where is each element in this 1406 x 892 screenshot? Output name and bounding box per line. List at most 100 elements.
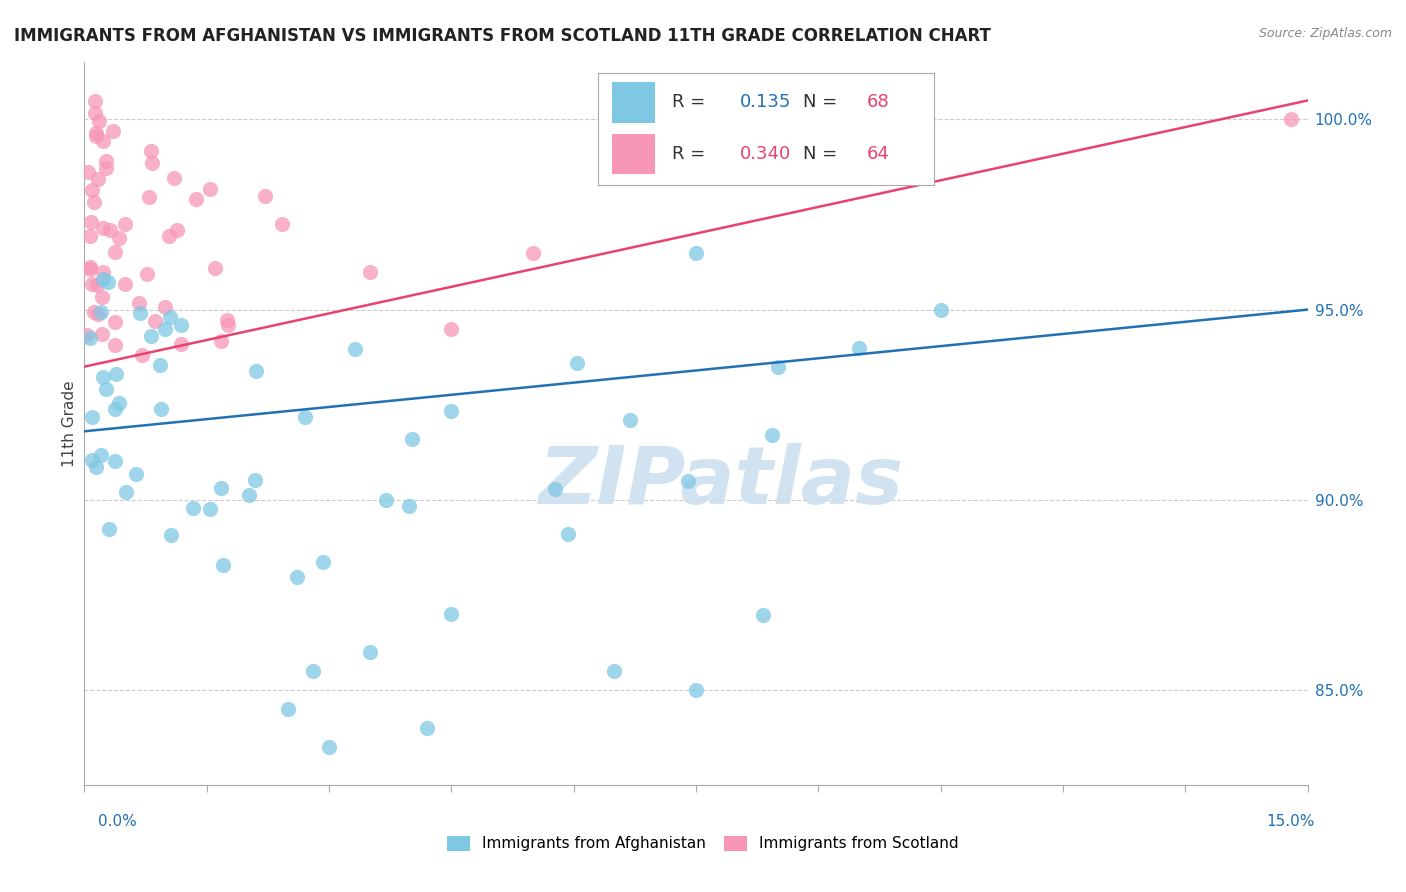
Point bbox=[375, 493, 398, 508]
Point bbox=[107, 231, 129, 245]
Point bbox=[91, 290, 114, 304]
Point bbox=[204, 261, 226, 276]
Point bbox=[398, 499, 420, 513]
Point bbox=[243, 473, 266, 487]
Point bbox=[543, 482, 565, 496]
Point bbox=[98, 522, 121, 536]
Point bbox=[94, 382, 117, 396]
Point bbox=[155, 322, 177, 336]
Point bbox=[245, 364, 267, 378]
Point bbox=[440, 404, 463, 418]
Point bbox=[301, 664, 323, 678]
Point bbox=[761, 428, 783, 442]
Point bbox=[270, 218, 292, 232]
Point bbox=[104, 367, 127, 381]
Point bbox=[685, 245, 707, 260]
Point bbox=[170, 336, 193, 351]
Point bbox=[343, 342, 366, 356]
Point bbox=[159, 310, 181, 325]
Point bbox=[135, 268, 157, 282]
Point bbox=[522, 245, 544, 260]
Point bbox=[87, 171, 110, 186]
Point bbox=[80, 277, 103, 291]
Point bbox=[318, 739, 340, 754]
Point bbox=[104, 402, 127, 417]
Point bbox=[94, 161, 117, 176]
Point bbox=[91, 134, 114, 148]
Point bbox=[90, 326, 112, 341]
Point bbox=[98, 223, 121, 237]
Point bbox=[79, 331, 101, 345]
Point bbox=[83, 305, 105, 319]
Point bbox=[114, 217, 136, 231]
Y-axis label: 11th Grade: 11th Grade bbox=[62, 380, 77, 467]
Point bbox=[91, 370, 114, 384]
Point bbox=[752, 608, 775, 623]
Point bbox=[212, 558, 235, 572]
Point bbox=[294, 410, 316, 425]
Point bbox=[416, 721, 439, 735]
Point bbox=[80, 410, 103, 425]
Point bbox=[79, 228, 101, 243]
Point bbox=[149, 358, 172, 372]
Point bbox=[93, 272, 115, 286]
Point bbox=[131, 347, 153, 361]
Point bbox=[440, 321, 463, 335]
Point bbox=[603, 664, 626, 678]
Point bbox=[96, 154, 118, 169]
Point bbox=[184, 192, 207, 206]
Point bbox=[166, 222, 188, 236]
Point bbox=[90, 304, 112, 318]
Point bbox=[619, 413, 641, 427]
Point bbox=[181, 501, 204, 516]
Point bbox=[143, 313, 166, 327]
Point bbox=[84, 460, 107, 475]
Point bbox=[104, 338, 127, 352]
Text: Source: ZipAtlas.com: Source: ZipAtlas.com bbox=[1258, 27, 1392, 40]
Point bbox=[138, 189, 160, 203]
Point bbox=[198, 182, 221, 196]
Point bbox=[86, 277, 108, 292]
Point bbox=[128, 295, 150, 310]
Point bbox=[162, 171, 184, 186]
Point bbox=[79, 261, 101, 276]
Point bbox=[139, 145, 162, 159]
Point bbox=[107, 395, 129, 409]
Point bbox=[125, 467, 148, 481]
Point bbox=[277, 702, 299, 716]
Point bbox=[160, 528, 183, 542]
Point bbox=[86, 126, 108, 140]
Point bbox=[97, 275, 120, 289]
Point bbox=[766, 359, 789, 374]
Point bbox=[141, 155, 163, 169]
Point bbox=[101, 124, 124, 138]
Point bbox=[209, 481, 232, 495]
Point bbox=[149, 402, 172, 417]
Point bbox=[359, 264, 381, 278]
Point bbox=[153, 301, 176, 315]
Point bbox=[440, 607, 463, 621]
Point bbox=[83, 195, 105, 210]
Point bbox=[929, 302, 952, 317]
Point bbox=[80, 453, 103, 467]
Point bbox=[76, 328, 98, 343]
Text: 0.0%: 0.0% bbox=[98, 814, 138, 829]
Point bbox=[254, 188, 277, 202]
Point bbox=[565, 356, 588, 370]
Point bbox=[311, 555, 333, 569]
Point bbox=[91, 265, 114, 279]
Point bbox=[215, 313, 238, 327]
Point bbox=[285, 570, 308, 584]
Point bbox=[115, 485, 138, 500]
Point bbox=[209, 334, 232, 348]
Point bbox=[104, 244, 127, 259]
Point bbox=[82, 183, 104, 197]
Text: IMMIGRANTS FROM AFGHANISTAN VS IMMIGRANTS FROM SCOTLAND 11TH GRADE CORRELATION C: IMMIGRANTS FROM AFGHANISTAN VS IMMIGRANT… bbox=[14, 27, 991, 45]
Point bbox=[114, 277, 136, 292]
Point bbox=[104, 454, 127, 468]
Point bbox=[77, 165, 100, 179]
Point bbox=[359, 645, 381, 659]
Point bbox=[401, 432, 423, 446]
Point bbox=[80, 215, 103, 229]
Legend: Immigrants from Afghanistan, Immigrants from Scotland: Immigrants from Afghanistan, Immigrants … bbox=[441, 830, 965, 857]
